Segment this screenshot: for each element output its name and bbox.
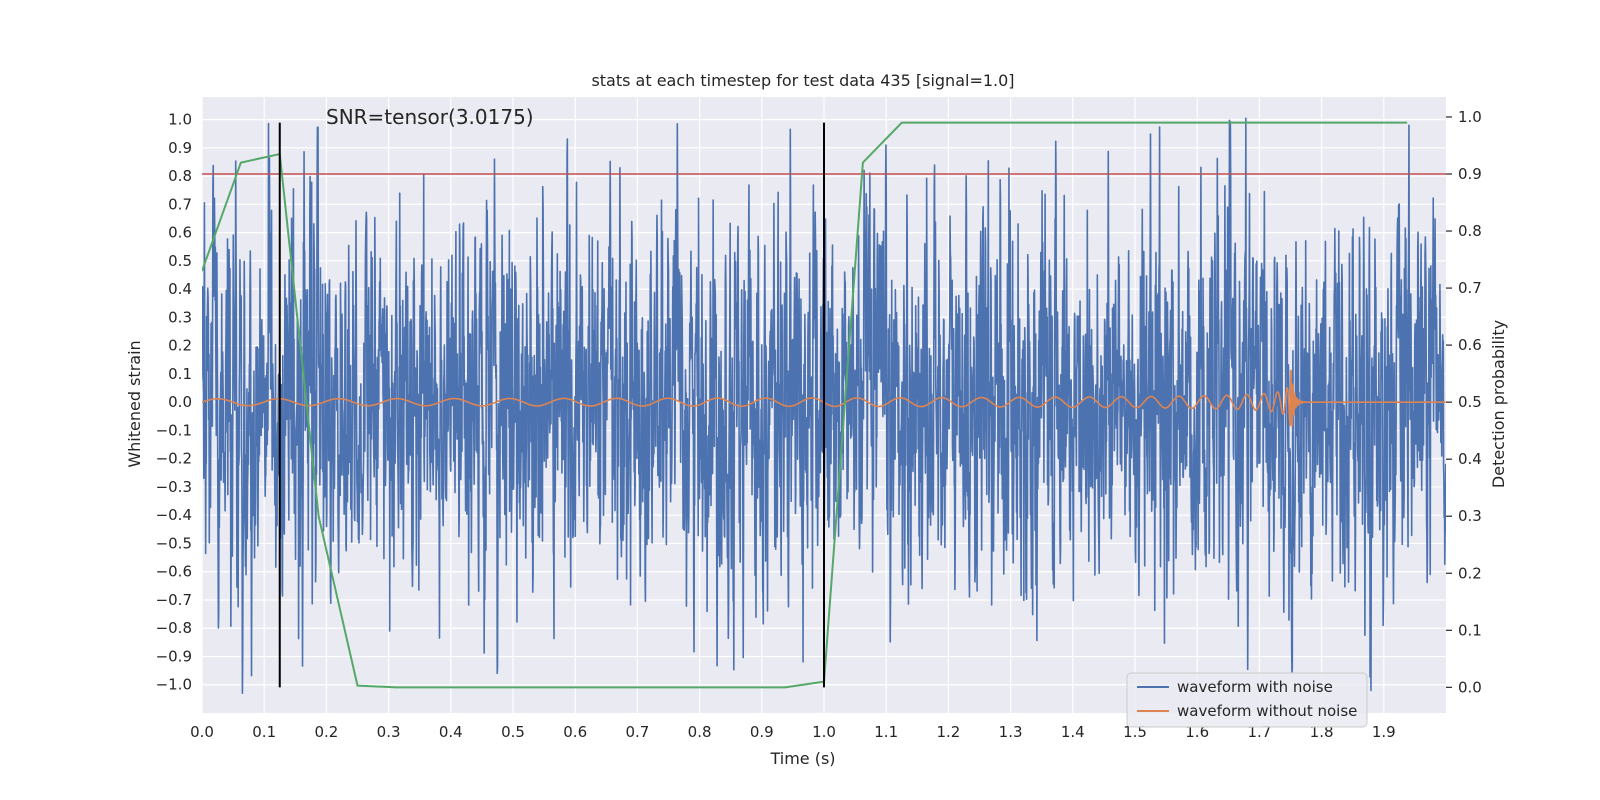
x-tick-label: 0.1	[252, 723, 276, 741]
y2-axis-label: Detection probability	[1489, 320, 1508, 488]
y-tick-label: 0.5	[168, 252, 192, 270]
y-tick-label: −0.3	[156, 478, 192, 496]
chart-title: stats at each timestep for test data 435…	[591, 71, 1014, 90]
x-tick-label: 0.6	[563, 723, 587, 741]
y-tick-label: −1.0	[156, 676, 192, 694]
x-tick-label: 0.0	[190, 723, 214, 741]
y-tick-label: 1.0	[168, 111, 192, 129]
y-tick-label: −0.2	[156, 450, 192, 468]
x-axis-label: Time (s)	[769, 749, 835, 768]
y-tick-label: −0.4	[156, 506, 192, 524]
x-tick-label: 0.8	[688, 723, 712, 741]
y-tick-label: 0.2	[168, 337, 192, 355]
x-tick-label: 1.1	[874, 723, 898, 741]
x-tick-label: 1.9	[1372, 723, 1396, 741]
x-tick-label: 0.4	[439, 723, 463, 741]
y-tick-label: −0.9	[156, 647, 192, 665]
y2-tick-label: 0.4	[1458, 450, 1482, 468]
plot-content	[202, 117, 1446, 695]
y2-tick-label: 1.0	[1458, 108, 1482, 126]
y-tick-label: 0.4	[168, 280, 192, 298]
y2-tick-label: 0.3	[1458, 507, 1482, 525]
legend-label-noise: waveform with noise	[1177, 678, 1333, 696]
series-line-probability	[202, 121, 1408, 689]
x-tick-label: 0.2	[314, 723, 338, 741]
x-tick-label: 0.5	[501, 723, 525, 741]
y-axis-label: Whitened strain	[125, 340, 144, 467]
y-tick-label: 0.1	[168, 365, 192, 383]
y-tick-label: 0.6	[168, 224, 192, 242]
snr-annotation: SNR=tensor(3.0175)	[326, 105, 534, 129]
y-tick-label: −0.5	[156, 534, 192, 552]
y-tick-label: 0.3	[168, 308, 192, 326]
y2-tick-label: 0.1	[1458, 621, 1482, 639]
y-tick-label: 0.7	[168, 195, 192, 213]
y2-tick-label: 0.7	[1458, 279, 1482, 297]
y2-tick-label: 0.9	[1458, 165, 1482, 183]
y2-tick-label: 0.5	[1458, 393, 1482, 411]
y-tick-label: 0.8	[168, 167, 192, 185]
y2-tick-label: 0.2	[1458, 564, 1482, 582]
y-tick-label: −0.8	[156, 619, 192, 637]
x-tick-label: 1.2	[936, 723, 960, 741]
y2-tick-label: 0.8	[1458, 222, 1482, 240]
legend-label-clean: waveform without noise	[1177, 702, 1357, 720]
x-tick-label: 1.3	[999, 723, 1023, 741]
y-tick-label: −0.7	[156, 591, 192, 609]
legend-box	[1126, 672, 1368, 728]
x-tick-label: 1.0	[812, 723, 836, 741]
y-tick-label: −0.6	[156, 563, 192, 581]
x-tick-label: 0.7	[625, 723, 649, 741]
legend: waveform with noise waveform without noi…	[1126, 672, 1368, 728]
x-tick-label: 0.3	[377, 723, 401, 741]
y2-tick-label: 0.6	[1458, 336, 1482, 354]
x-tick-label: 0.9	[750, 723, 774, 741]
x-tick-label: 1.4	[1061, 723, 1085, 741]
y-tick-label: 0.0	[168, 393, 192, 411]
y-tick-label: 0.9	[168, 139, 192, 157]
y2-tick-label: 0.0	[1458, 678, 1482, 696]
y-tick-label: −0.1	[156, 421, 192, 439]
